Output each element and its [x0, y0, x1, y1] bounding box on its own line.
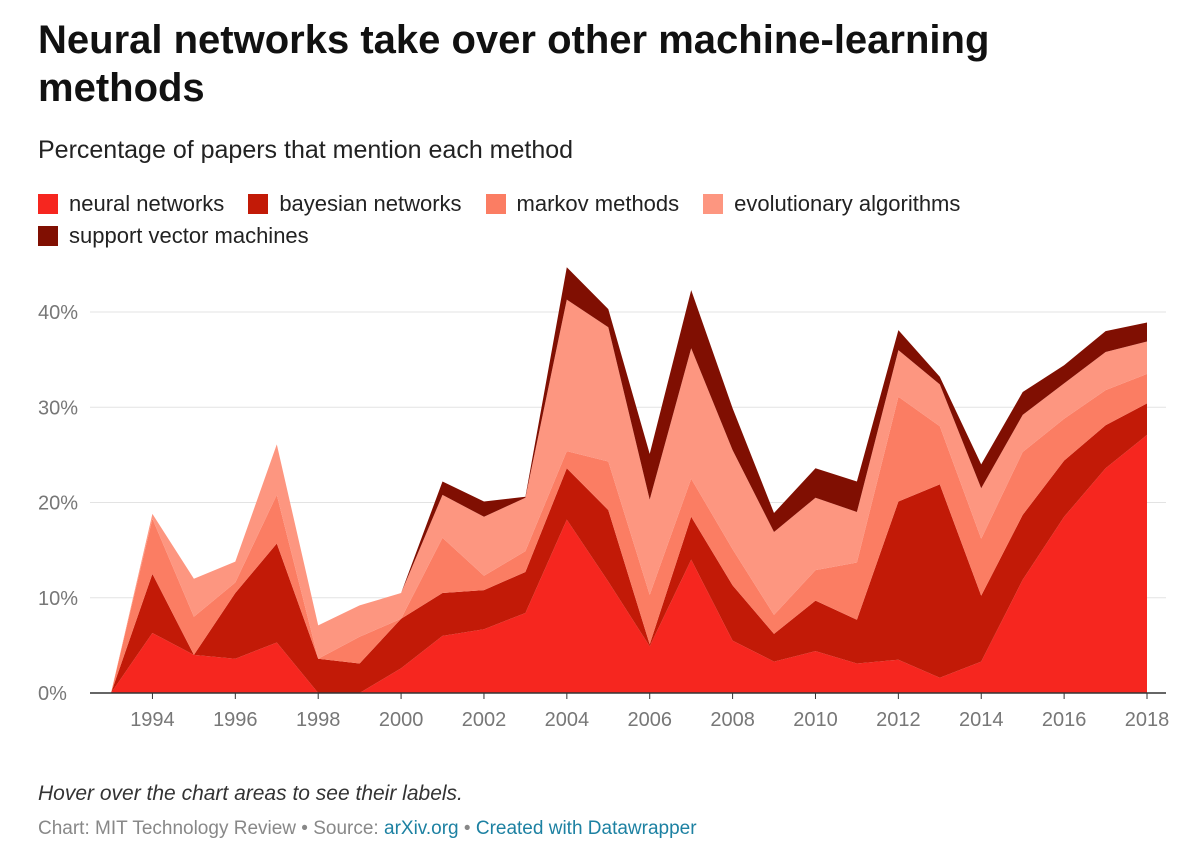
y-tick-label: 0% [38, 683, 67, 705]
chart-subtitle: Percentage of papers that mention each m… [38, 136, 574, 164]
credit-separator: • [458, 818, 476, 839]
x-tick-label: 2012 [876, 709, 921, 731]
legend-swatch [38, 226, 58, 246]
y-tick-label: 30% [38, 397, 78, 419]
x-tick-label: 2010 [793, 709, 838, 731]
x-tick-label: 1996 [213, 709, 258, 731]
x-tick-label: 2000 [379, 709, 424, 731]
x-tick-label: 2008 [710, 709, 755, 731]
area-markov-methods[interactable] [111, 373, 1147, 693]
legend-swatch [485, 194, 506, 214]
area-series-group [111, 267, 1147, 693]
area-support-vector-machines[interactable] [111, 267, 1147, 693]
y-tick-label: 20% [38, 493, 78, 515]
legend-item-neural-networks[interactable]: neural networks [38, 190, 224, 218]
source-link[interactable]: arXiv.org [384, 818, 459, 839]
x-tick-label: 2016 [1042, 709, 1087, 731]
y-tick-label: 10% [38, 588, 78, 610]
legend-swatch [248, 194, 269, 214]
x-tick-label: 2006 [627, 709, 672, 731]
stacked-area-chart: 0% 10% 20% 30% 40% 1994 1996 1998 2000 2002 2004 20… [38, 267, 1169, 731]
legend-item-support-vector-machines[interactable]: support vector machines [38, 222, 309, 250]
legend-item-evolutionary-algorithms[interactable]: evolutionary algorithms [703, 190, 960, 218]
axes: 0% 10% 20% 30% 40% 1994 1996 1998 2000 2002 2004 20… [38, 302, 1169, 731]
area-bayesian-networks[interactable] [111, 403, 1147, 693]
legend-item-markov-methods[interactable]: markov methods [485, 190, 680, 218]
area-evolutionary-algorithms[interactable] [111, 299, 1147, 693]
legend-label: evolutionary algorithms [734, 191, 961, 216]
x-tick-label: 1994 [130, 709, 175, 731]
legend-label: markov methods [516, 191, 680, 216]
x-tick-label: 2014 [959, 709, 1004, 731]
x-tick-label: 2002 [462, 709, 507, 731]
legend-label: neural networks [69, 191, 225, 216]
y-tick-label: 40% [38, 302, 78, 324]
legend-label: support vector machines [69, 223, 309, 248]
legend-swatch [38, 194, 58, 214]
x-tick-label: 2004 [545, 709, 590, 731]
chart-note: Hover over the chart areas to see their … [38, 782, 463, 805]
legend-swatch [703, 194, 724, 214]
x-tick-label: 2018 [1125, 709, 1170, 731]
chart-title: Neural networks take over other machine-… [38, 18, 990, 110]
legend-item-bayesian-networks[interactable]: bayesian networks [248, 190, 462, 218]
legend-label: bayesian networks [279, 191, 462, 216]
datawrapper-link[interactable]: Created with Datawrapper [475, 818, 697, 839]
chart-credit: Chart: MIT Technology Review • Source: a… [38, 818, 697, 840]
credit-prefix: Chart: MIT Technology Review • Source: [38, 818, 384, 839]
x-tick-label: 1998 [296, 709, 341, 731]
chart-legend: neural networks bayesian networks markov… [38, 190, 1158, 250]
area-neural-networks[interactable] [111, 434, 1147, 693]
